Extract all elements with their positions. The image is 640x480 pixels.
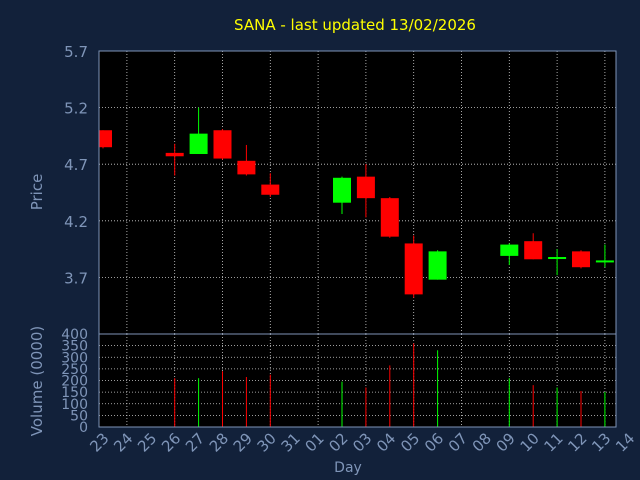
candle-body bbox=[237, 160, 256, 175]
candle-body bbox=[380, 198, 399, 237]
price-y-tick-label: 5.7 bbox=[64, 43, 88, 61]
price-y-tick-label: 5.2 bbox=[64, 100, 88, 118]
candle-body bbox=[572, 251, 590, 268]
x-tick-label: 30 bbox=[254, 429, 280, 455]
volume-y-tick-label: 150 bbox=[61, 385, 88, 401]
candle-body bbox=[189, 133, 208, 155]
x-tick-label: 06 bbox=[421, 429, 447, 455]
x-tick-label: 23 bbox=[86, 429, 112, 455]
volume-y-tick-label: 350 bbox=[61, 339, 88, 355]
x-tick-label: 10 bbox=[517, 429, 543, 455]
volume-plot-frame bbox=[98, 333, 617, 428]
x-tick-label: 03 bbox=[349, 429, 375, 455]
volume-y-tick-label: 250 bbox=[61, 362, 88, 378]
candle-body bbox=[428, 251, 447, 280]
x-tick-label: 12 bbox=[564, 429, 590, 455]
volume-y-tick-label: 0 bbox=[79, 420, 88, 436]
price-y-tick-label: 3.7 bbox=[64, 269, 88, 287]
x-tick-label: 09 bbox=[493, 429, 519, 455]
x-tick-label: 07 bbox=[445, 429, 471, 455]
volume-y-tick-label: 300 bbox=[61, 350, 88, 366]
x-tick-label: 08 bbox=[469, 429, 495, 455]
volume-y-tick-label: 200 bbox=[61, 374, 88, 390]
price-y-tick-labels: 5.7 5.2 4.7 4.2 3.7 bbox=[64, 43, 88, 287]
volume-y-axis-label: Volume (0000) bbox=[28, 326, 46, 436]
x-tick-label: 28 bbox=[206, 429, 232, 455]
x-tick-label: 14 bbox=[612, 429, 638, 455]
price-y-tick-label: 4.2 bbox=[64, 213, 88, 231]
x-tick-label: 13 bbox=[588, 429, 614, 455]
x-tick-label: 25 bbox=[134, 429, 160, 455]
candle-body bbox=[404, 243, 423, 295]
price-y-axis-label: Price bbox=[28, 174, 46, 211]
chart-title: SANA - last updated 13/02/2026 bbox=[234, 16, 476, 34]
x-tick-labels: 2324252627282930310102030405060708091011… bbox=[86, 429, 638, 455]
candle-body bbox=[333, 177, 351, 203]
volume-y-tick-label: 400 bbox=[61, 327, 88, 343]
x-tick-label: 04 bbox=[373, 429, 399, 455]
candle-body bbox=[213, 130, 232, 159]
candlestick-series bbox=[99, 107, 614, 298]
volume-y-tick-label: 100 bbox=[61, 397, 88, 413]
price-y-tick-label: 4.7 bbox=[64, 156, 88, 174]
volume-series bbox=[174, 343, 606, 427]
x-tick-label: 02 bbox=[325, 429, 351, 455]
x-tick-label: 05 bbox=[397, 429, 423, 455]
x-tick-label: 27 bbox=[182, 429, 208, 455]
x-tick-label: 29 bbox=[230, 429, 256, 455]
candle-body bbox=[500, 244, 519, 256]
x-tick-label: 01 bbox=[301, 429, 327, 455]
x-tick-label: 11 bbox=[540, 429, 566, 455]
candle-body bbox=[356, 176, 375, 199]
candle-body bbox=[261, 184, 280, 195]
candle-body bbox=[595, 260, 614, 263]
candle-body bbox=[524, 241, 543, 260]
x-tick-label: 31 bbox=[278, 429, 304, 455]
x-tick-label: 26 bbox=[158, 429, 184, 455]
x-axis-label: Day bbox=[334, 460, 362, 476]
candle-body bbox=[548, 257, 567, 260]
candle-body bbox=[99, 130, 112, 148]
candle-body bbox=[165, 152, 184, 157]
volume-y-tick-label: 50 bbox=[70, 408, 88, 424]
x-tick-label: 24 bbox=[110, 429, 136, 455]
